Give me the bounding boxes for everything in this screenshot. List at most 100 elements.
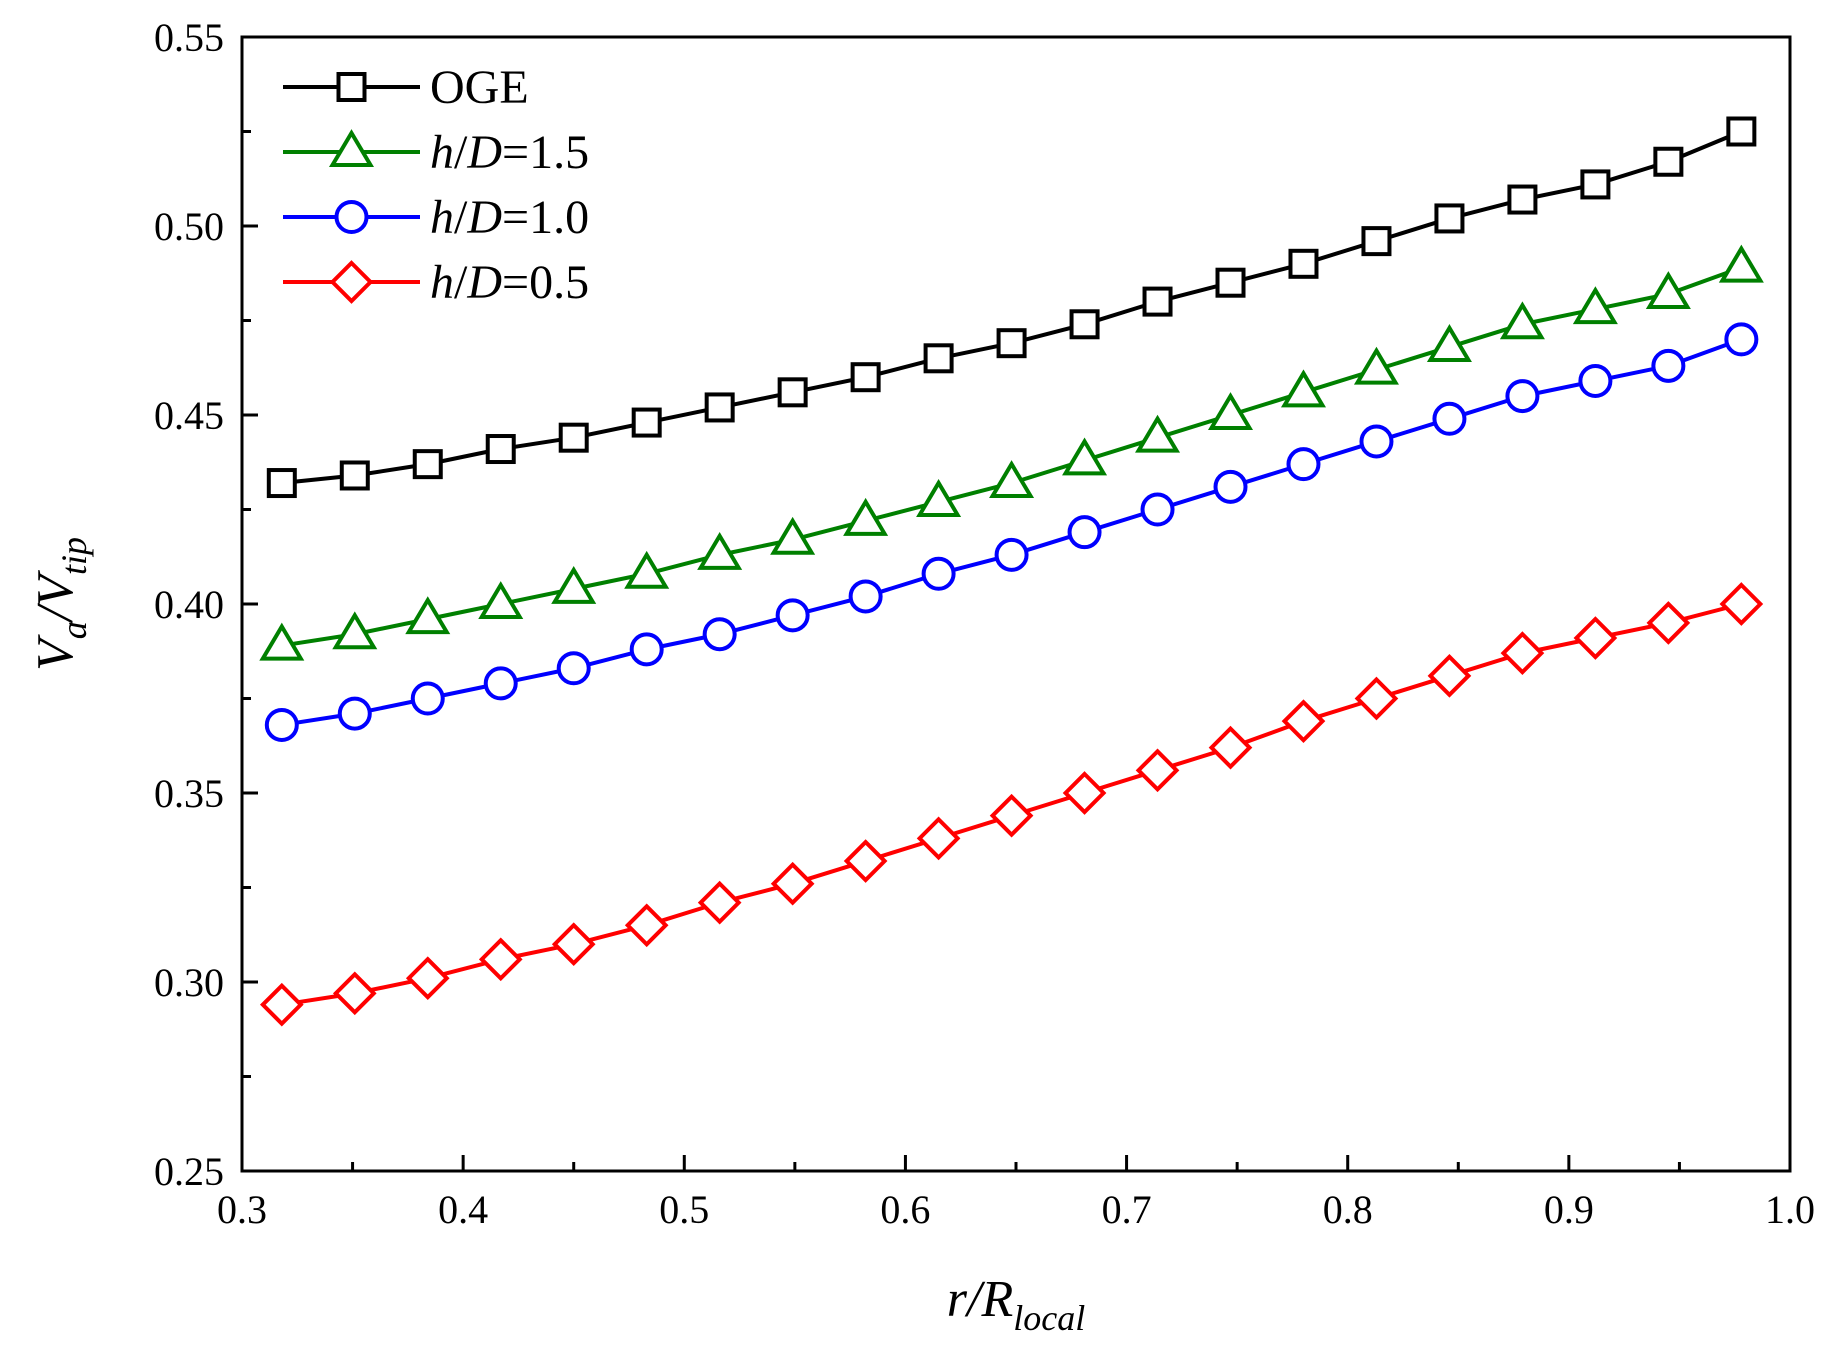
data-point	[697, 880, 742, 925]
data-point	[1426, 324, 1472, 362]
data-point	[624, 550, 670, 589]
y-tick-label: 0.55	[154, 15, 224, 60]
data-point	[770, 516, 816, 555]
data-point	[631, 407, 662, 438]
data-point	[1646, 601, 1691, 645]
data-point	[704, 392, 735, 423]
data-point	[697, 531, 743, 570]
x-tick-label: 0.7	[1102, 1187, 1152, 1232]
data-point	[1578, 363, 1613, 398]
data-point	[1281, 699, 1326, 744]
series-2	[264, 322, 1759, 742]
data-point	[1288, 248, 1319, 279]
data-point	[916, 479, 962, 517]
data-point	[1573, 616, 1618, 660]
data-point	[923, 343, 954, 374]
data-point	[339, 460, 370, 491]
legend: OGE h/D=1.5 h/D=1.0 h/D=0.5	[283, 61, 589, 309]
data-point	[259, 622, 305, 661]
data-point	[843, 839, 888, 883]
data-point	[410, 681, 445, 716]
data-point	[556, 651, 591, 686]
data-point	[483, 666, 518, 701]
y-tick-label: 0.40	[154, 582, 224, 627]
legend-label: h/D=1.0	[430, 191, 589, 244]
data-point	[770, 861, 815, 906]
data-point	[1572, 286, 1618, 325]
data-point	[551, 922, 596, 967]
y-tick-label: 0.45	[154, 393, 224, 438]
y-tick-label: 0.25	[154, 1149, 224, 1194]
data-point	[1062, 437, 1108, 476]
series-1	[259, 244, 1764, 661]
y-tick-label: 0.30	[154, 960, 224, 1005]
data-point	[1361, 226, 1392, 257]
series-0	[266, 116, 1757, 499]
data-point	[405, 596, 451, 635]
data-point	[1651, 348, 1686, 383]
data-point	[777, 377, 808, 408]
legend-marker	[336, 72, 367, 102]
axis-labels: 0.3 0.4 0.5 0.6 0.7 0.8 0.9 1.0 0.25 0.30 0.35 0.40…	[154, 15, 1815, 1232]
data-point	[1135, 748, 1180, 793]
data-point	[1432, 401, 1467, 436]
data-point	[551, 565, 597, 604]
data-point	[1499, 301, 1545, 340]
data-point	[848, 579, 883, 614]
data-point	[1353, 346, 1399, 385]
data-point	[921, 556, 956, 591]
data-point	[478, 581, 524, 619]
x-tick-label: 1.0	[1765, 1187, 1815, 1232]
data-point	[1718, 244, 1764, 283]
data-point	[1286, 447, 1321, 482]
x-axis-title: r/Rlocal	[947, 1271, 1085, 1338]
data-point	[1580, 169, 1611, 200]
data-point	[1427, 653, 1472, 698]
x-tick-label: 0.4	[438, 1187, 488, 1232]
x-tick-label: 0.8	[1323, 1187, 1373, 1232]
data-point	[1645, 271, 1691, 310]
legend-label: OGE	[430, 61, 529, 114]
data-point	[702, 617, 737, 652]
legend-item: h/D=1.5	[283, 126, 589, 179]
data-point	[1280, 369, 1326, 408]
data-point	[259, 982, 304, 1027]
data-point	[629, 632, 664, 667]
data-point	[1213, 469, 1248, 504]
data-point	[485, 434, 516, 465]
legend-label: h/D=1.5	[430, 126, 589, 179]
data-point	[1505, 379, 1540, 414]
data-point	[996, 328, 1027, 359]
data-point	[1215, 267, 1246, 298]
x-tick-label: 0.6	[880, 1187, 930, 1232]
data-point	[478, 937, 523, 982]
data-point	[624, 903, 669, 948]
data-point	[1653, 146, 1684, 177]
legend-marker	[329, 260, 374, 304]
x-tick-label: 0.9	[1544, 1187, 1594, 1232]
data-point	[558, 422, 589, 453]
data-point	[1142, 286, 1173, 317]
data-point	[337, 696, 372, 731]
data-point	[994, 537, 1029, 572]
data-point	[850, 362, 881, 393]
data-point	[332, 971, 377, 1016]
data-point	[989, 460, 1035, 499]
series-3	[259, 582, 1764, 1027]
data-point	[412, 449, 443, 480]
x-tick-label: 0.3	[217, 1187, 267, 1232]
data-point	[1719, 582, 1764, 626]
data-point	[843, 497, 889, 536]
data-point	[989, 793, 1034, 838]
data-point	[1724, 322, 1759, 357]
legend-label: h/D=0.5	[430, 256, 589, 309]
data-point	[1140, 492, 1175, 527]
data-point	[1208, 725, 1253, 770]
legend-marker	[334, 200, 369, 234]
data-point	[1069, 309, 1100, 340]
y-axis-title: Va/Vtip	[27, 537, 94, 671]
y-tick-label: 0.50	[154, 204, 224, 249]
data-point	[1500, 631, 1545, 675]
